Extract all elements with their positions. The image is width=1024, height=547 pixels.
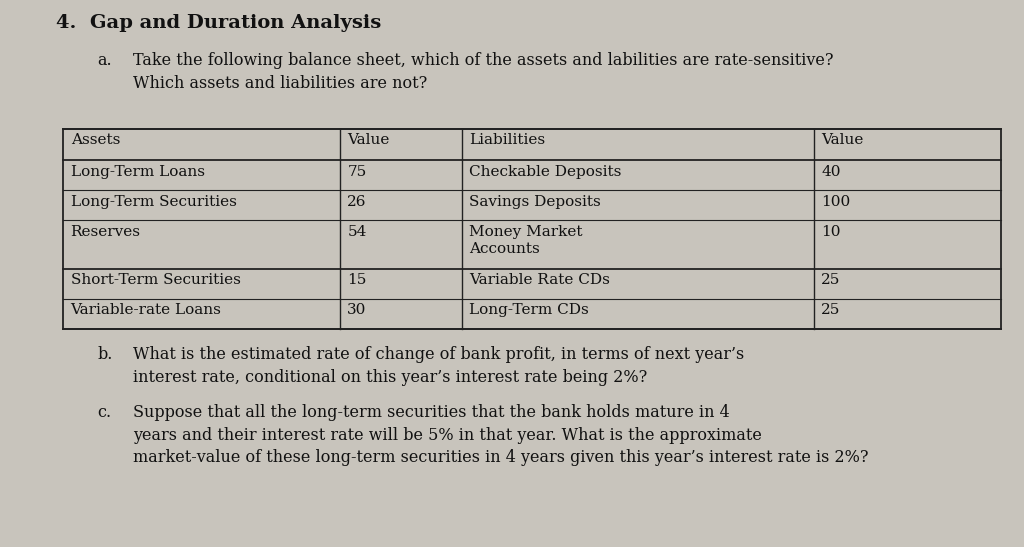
Text: a.: a.: [97, 52, 112, 69]
Text: 100: 100: [821, 195, 850, 209]
Text: 54: 54: [347, 225, 367, 239]
Text: c.: c.: [97, 404, 112, 421]
Text: 25: 25: [821, 303, 841, 317]
Text: Money Market
Accounts: Money Market Accounts: [469, 225, 583, 256]
Text: Long-Term Securities: Long-Term Securities: [71, 195, 237, 209]
Text: 75: 75: [347, 165, 367, 179]
Text: Savings Deposits: Savings Deposits: [469, 195, 601, 209]
Text: b.: b.: [97, 346, 113, 363]
Text: 4.  Gap and Duration Analysis: 4. Gap and Duration Analysis: [56, 14, 382, 32]
Text: 10: 10: [821, 225, 841, 239]
Text: Long-Term CDs: Long-Term CDs: [469, 303, 589, 317]
Text: Short-Term Securities: Short-Term Securities: [71, 273, 241, 287]
Text: Value: Value: [347, 133, 390, 147]
Text: 26: 26: [347, 195, 367, 209]
Text: Long-Term Loans: Long-Term Loans: [71, 165, 205, 179]
Text: Reserves: Reserves: [71, 225, 140, 239]
Text: Suppose that all the long-term securities that the bank holds mature in 4
years : Suppose that all the long-term securitie…: [133, 404, 868, 467]
Text: Liabilities: Liabilities: [469, 133, 546, 147]
Text: 25: 25: [821, 273, 841, 287]
Text: Take the following balance sheet, which of the assets and labilities are rate-se: Take the following balance sheet, which …: [133, 52, 834, 69]
Text: Which assets and liabilities are not?: Which assets and liabilities are not?: [133, 75, 427, 92]
Text: Assets: Assets: [71, 133, 120, 147]
Text: 15: 15: [347, 273, 367, 287]
Text: Variable-rate Loans: Variable-rate Loans: [71, 303, 221, 317]
Text: Variable Rate CDs: Variable Rate CDs: [469, 273, 610, 287]
Text: What is the estimated rate of change of bank profit, in terms of next year’s
int: What is the estimated rate of change of …: [133, 346, 744, 386]
Text: 40: 40: [821, 165, 841, 179]
Text: Value: Value: [821, 133, 863, 147]
Text: 30: 30: [347, 303, 367, 317]
Text: Checkable Deposits: Checkable Deposits: [469, 165, 622, 179]
